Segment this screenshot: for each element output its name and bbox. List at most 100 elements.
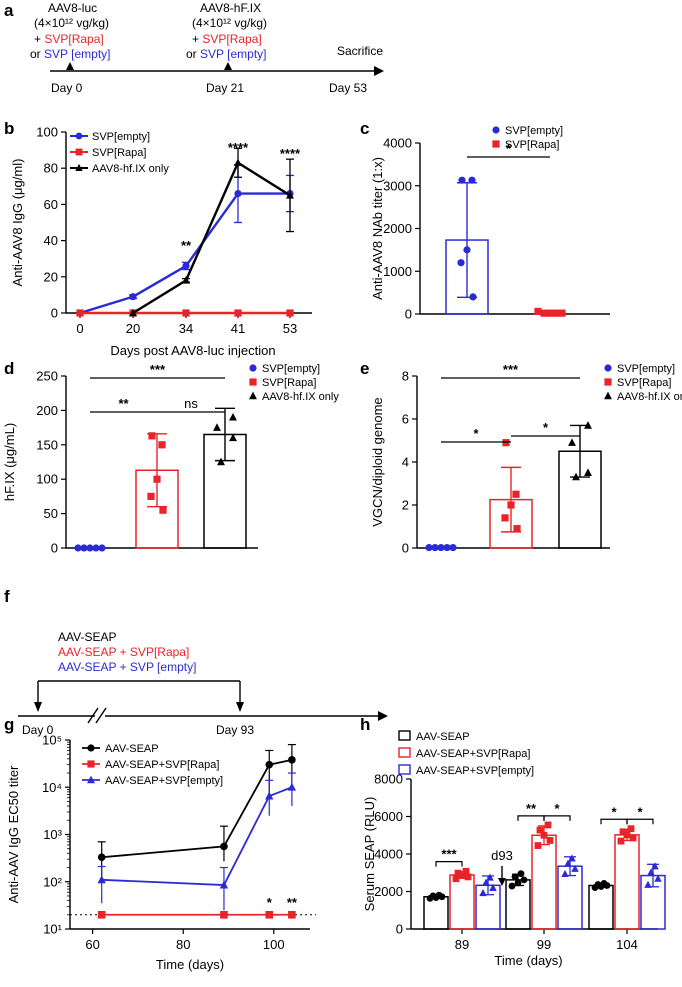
day0-label: Day 0: [51, 81, 83, 95]
b-y-tick-label: 0: [51, 306, 58, 321]
b-legend-label-1: SVP[Rapa]: [92, 147, 146, 159]
h-y-axis-label: Serum SEAP (RLU): [362, 797, 377, 912]
e-point-0: [443, 543, 451, 552]
g-legend-label-1: AAV-SEAP+SVP[Rapa]: [105, 759, 219, 771]
b-legend-label-0: SVP[empty]: [92, 131, 150, 143]
b-point-red: [286, 309, 294, 317]
d-y-tick-label: 100: [36, 472, 58, 487]
h-x-tick-label: 104: [616, 937, 638, 952]
dose1-line1: AAV8-luc: [48, 1, 97, 15]
h-point-red: [458, 871, 466, 879]
legend-label-e-1: SVP[Rapa]: [617, 377, 671, 389]
g-point-blue: [97, 875, 106, 884]
b-x-tick-label: 0: [76, 321, 83, 336]
panel-label-g: g: [4, 715, 14, 734]
b-x-axis-label: Days post AAV8-luc injection: [110, 343, 275, 358]
timeline-a: AAV8-luc (4×10¹² vg/kg) + SVP[Rapa] or S…: [30, 1, 384, 95]
h-point-blue: [654, 874, 662, 882]
e-y-tick-label: 2: [402, 498, 409, 513]
d-significance-label: **: [118, 396, 129, 411]
legend-marker-c-1: [492, 140, 500, 148]
g-point-black: [288, 756, 296, 764]
g-y-axis-label: Anti-AAV IgG EC50 titer: [6, 765, 21, 903]
e-significance-label: *: [473, 426, 479, 441]
c-y-axis-label: Anti-AAV8 NAb titer (1:x): [370, 157, 385, 300]
g-y-tick-label: 10³: [43, 827, 62, 842]
h-point-blue: [489, 883, 497, 891]
c-point-1: [552, 309, 560, 317]
panel-label-e: e: [360, 359, 369, 378]
b-point-red: [234, 309, 242, 317]
c-y-tick-label: 0: [405, 307, 412, 322]
g-y-tick-label: 10¹: [43, 922, 62, 937]
g-significance: *: [267, 895, 273, 910]
g-point-red: [220, 910, 228, 919]
panel-label-c: c: [360, 119, 369, 138]
h-legend-box-0: [398, 730, 411, 741]
d-point-0: [74, 544, 82, 552]
b-y-tick-label: 20: [44, 269, 58, 284]
dose2-line1: AAV8-hF.IX: [200, 1, 261, 15]
b-x-tick-label: 34: [179, 321, 193, 336]
h-point-red: [544, 821, 552, 829]
legend-label-c-0: SVP[empty]: [505, 125, 563, 137]
day0-marker: [66, 62, 74, 70]
d-point-1: [148, 432, 156, 440]
f-day0-label: Day 0: [22, 723, 54, 737]
chart-b: 0 20 40 60 80 100 Anti-AAV8 IgG (μg/ml) 0 20 34 41…: [10, 125, 312, 358]
e-point-1: [512, 490, 520, 498]
h-point-red: [623, 831, 631, 839]
d-y-tick-label: 0: [51, 541, 58, 556]
h-point-black: [508, 882, 516, 890]
c-y-tick-label: 2000: [383, 221, 412, 236]
b-legend-label-2: AAV8-hf.IX only: [92, 163, 169, 175]
h-point-red: [454, 869, 462, 877]
c-point-1: [558, 309, 566, 317]
d-point-2: [217, 457, 225, 466]
b-series-line-0: [79, 192, 290, 315]
day21-marker: [224, 62, 232, 70]
h-point-blue: [561, 869, 569, 877]
day53-label: Day 53: [329, 81, 367, 95]
h-significance-label: *: [611, 804, 617, 819]
legend-label-d-1: SVP[Rapa]: [262, 377, 316, 389]
d-significance-label: ns: [184, 396, 198, 411]
g-x-tick-label: 60: [85, 937, 99, 952]
dose1-line2: (4×10¹² vg/kg): [34, 16, 109, 30]
h-y-tick-label: 2000: [374, 884, 403, 899]
h-y-tick-label: 4000: [374, 847, 403, 862]
c-point-1: [534, 307, 542, 316]
h-point-red: [452, 875, 460, 883]
chart-g: 10¹ 10² 10³ 10⁴ 10⁵ Anti-AAV IgG EC50 titer 60…: [6, 733, 316, 972]
h-point-black: [517, 870, 525, 878]
d-point-2: [229, 412, 237, 421]
h-point-blue: [647, 868, 655, 876]
e-y-tick-label: 8: [402, 369, 409, 384]
chart-d: 0 50 100 150 200 250 hF.IX (μg/mL) SVP[empty] SV…: [2, 362, 339, 556]
h-point-blue: [651, 862, 659, 870]
c-point-0: [468, 176, 476, 184]
h-significance-label: **: [526, 801, 537, 816]
sacrifice-label: Sacrifice: [337, 44, 383, 58]
g-legend-label-2: AAV-SEAP+SVP[empty]: [105, 775, 223, 787]
legend-marker-d-2: [249, 391, 257, 400]
h-point-red: [534, 842, 542, 849]
g-point-blue: [287, 782, 297, 791]
h-x-axis-label: Time (days): [494, 953, 562, 968]
d-point-1: [147, 492, 155, 500]
g-point-red: [97, 910, 106, 919]
d-point-0: [80, 544, 88, 552]
e-significance-label: *: [543, 420, 549, 435]
h-point-red: [536, 826, 544, 834]
h-point-blue: [479, 888, 487, 897]
b-point-black: [234, 158, 242, 167]
g-point-red: [288, 910, 296, 919]
c-y-tick-label: 3000: [383, 178, 412, 193]
legend-marker-e-1: [604, 378, 612, 386]
g-x-tick-label: 80: [176, 937, 190, 952]
h-d93-arrowhead: [498, 878, 506, 886]
h-y-tick-label: 6000: [374, 809, 403, 824]
b-point-red: [76, 309, 84, 317]
panel-label-b: b: [4, 119, 14, 138]
e-point-2: [572, 472, 580, 481]
